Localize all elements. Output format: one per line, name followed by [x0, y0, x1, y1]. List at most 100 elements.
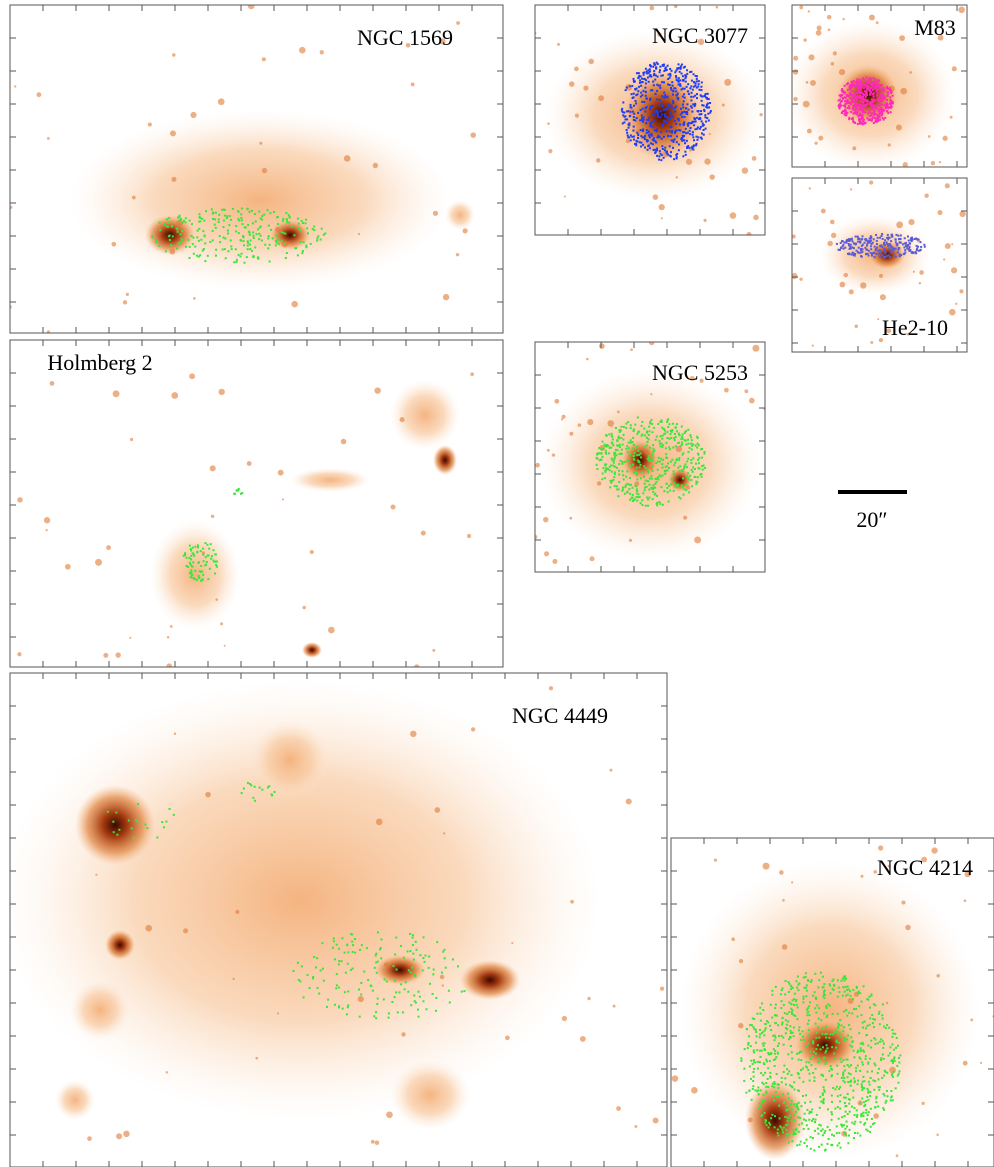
overlay-pixel	[251, 222, 254, 225]
overlay-pixel	[890, 102, 893, 105]
knot	[470, 727, 476, 732]
overlay-pixel	[796, 975, 799, 978]
overlay-pixel	[641, 94, 644, 97]
knot	[808, 187, 811, 190]
overlay-pixel	[254, 213, 257, 216]
overlay-pixel	[862, 93, 865, 96]
overlay-pixel	[895, 1036, 898, 1039]
overlay-pixel	[807, 1019, 810, 1022]
overlay-pixel	[188, 219, 191, 222]
overlay-pixel	[887, 107, 890, 110]
overlay-pixel	[899, 234, 902, 237]
overlay-pixel	[682, 100, 685, 103]
overlay-pixel	[252, 234, 255, 237]
overlay-pixel	[845, 240, 848, 243]
overlay-pixel	[884, 252, 887, 255]
overlay-pixel	[850, 84, 853, 87]
overlay-pixel	[643, 486, 646, 489]
overlay-pixel	[646, 148, 649, 151]
overlay-pixel	[235, 258, 238, 261]
overlay-pixel	[215, 248, 218, 251]
overlay-pixel	[887, 254, 890, 257]
overlay-pixel	[638, 466, 641, 469]
overlay-pixel	[787, 1053, 790, 1056]
overlay-pixel	[179, 217, 182, 220]
overlay-pixel	[655, 141, 658, 144]
overlay-pixel	[878, 249, 881, 252]
overlay-pixel	[246, 240, 249, 243]
overlay-pixel	[192, 561, 195, 564]
overlay-pixel	[273, 210, 276, 213]
overlay-pixel	[343, 991, 346, 994]
overlay-pixel	[898, 1070, 901, 1073]
overlay-pixel	[709, 109, 712, 112]
overlay-pixel	[888, 247, 891, 250]
knot	[944, 243, 951, 250]
overlay-pixel	[657, 423, 660, 426]
overlay-pixel	[844, 975, 847, 978]
overlay-pixel	[868, 103, 871, 106]
overlay-pixel	[694, 102, 697, 105]
overlay-pixel	[792, 1103, 795, 1106]
overlay-pixel	[836, 995, 839, 998]
overlay-pixel	[658, 155, 661, 158]
overlay-pixel	[643, 100, 646, 103]
overlay-pixel	[644, 91, 647, 94]
overlay-pixel	[217, 218, 220, 221]
overlay-pixel	[618, 481, 621, 484]
overlay-pixel	[692, 103, 695, 106]
overlay-pixel	[897, 1081, 900, 1084]
overlay-pixel	[646, 436, 649, 439]
overlay-pixel	[697, 444, 700, 447]
overlay-pixel	[853, 1122, 856, 1125]
overlay-pixel	[848, 118, 851, 121]
overlay-pixel	[898, 238, 901, 241]
overlay-pixel	[799, 1117, 802, 1120]
overlay-pixel	[786, 1013, 789, 1016]
knot	[420, 530, 426, 536]
overlay-pixel	[168, 234, 171, 237]
overlay-pixel	[786, 1136, 789, 1139]
overlay-pixel	[861, 95, 864, 98]
panel-label: Holmberg 2	[47, 350, 152, 375]
knot	[634, 1125, 638, 1128]
overlay-pixel	[672, 90, 675, 93]
overlay-pixel	[635, 446, 638, 449]
overlay-pixel	[413, 994, 416, 997]
overlay-pixel	[616, 439, 619, 442]
overlay-pixel	[869, 1091, 872, 1094]
overlay-pixel	[910, 236, 913, 239]
overlay-pixel	[830, 1075, 833, 1078]
overlay-pixel	[765, 1092, 768, 1095]
overlay-pixel	[888, 106, 891, 109]
overlay-pixel	[337, 986, 340, 989]
overlay-pixel	[651, 453, 654, 456]
knot	[401, 1032, 406, 1037]
overlay-pixel	[809, 1100, 812, 1103]
knot	[410, 730, 417, 738]
overlay-pixel	[660, 442, 663, 445]
overlay-pixel	[669, 72, 672, 75]
overlay-pixel	[855, 98, 858, 101]
overlay-pixel	[399, 945, 402, 948]
overlay-pixel	[853, 1007, 856, 1010]
overlay-pixel	[859, 1042, 862, 1045]
overlay-pixel	[704, 92, 707, 95]
overlay-pixel	[818, 1106, 821, 1109]
overlay-pixel	[632, 96, 635, 99]
overlay-pixel	[601, 455, 604, 458]
knot	[930, 161, 936, 166]
overlay-pixel	[787, 1020, 790, 1023]
overlay-pixel	[886, 94, 889, 97]
overlay-pixel	[170, 244, 173, 247]
overlay-pixel	[890, 1095, 893, 1098]
overlay-pixel	[451, 958, 454, 961]
panel: NGC 1569	[9, 4, 504, 334]
overlay-pixel	[790, 1120, 793, 1123]
overlay-pixel	[786, 1068, 789, 1071]
knot	[649, 5, 655, 11]
overlay-pixel	[701, 447, 704, 450]
overlay-pixel	[871, 241, 874, 244]
overlay-pixel	[690, 436, 693, 439]
knot	[699, 378, 704, 383]
